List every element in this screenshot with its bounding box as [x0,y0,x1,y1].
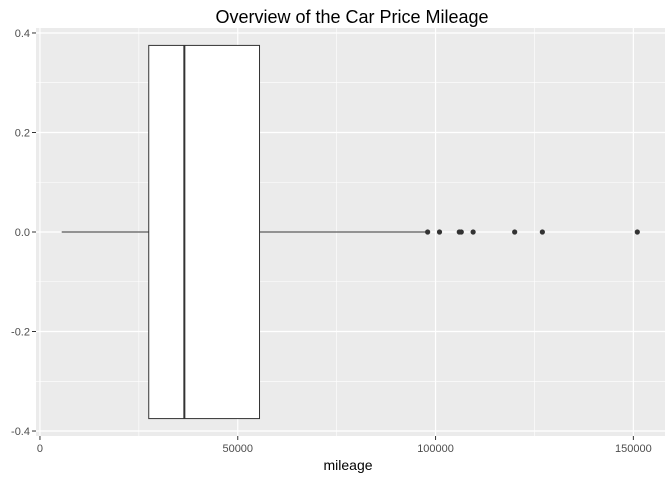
outlier-point [436,229,443,235]
outlier-point [425,229,431,235]
x-tick-label: 0 [37,443,43,455]
plot-marks [61,44,640,420]
outlier-point [634,229,640,235]
x-tick-label: 50000 [222,443,253,455]
y-tick-label: 0.2 [15,127,30,139]
axes: 0 50000 100000 150000 -0.4 -0.2 0.0 0.2 0.4 [11,28,652,455]
outlier-point [512,229,518,235]
x-tick-label: 150000 [615,443,652,455]
y-tick-label: 0.4 [15,28,30,40]
y-tick-label: -0.2 [11,327,30,339]
box-iqr [148,44,261,420]
outlier-point [539,229,545,235]
outlier-point [458,229,464,235]
y-tick-label: -0.4 [11,426,30,438]
x-axis-title: mileage [323,457,372,473]
outlier-point [470,229,476,235]
y-tick-label: 0.0 [15,227,30,239]
x-tick-label: 100000 [417,443,454,455]
chart-title: Overview of the Car Price Mileage [215,7,488,27]
